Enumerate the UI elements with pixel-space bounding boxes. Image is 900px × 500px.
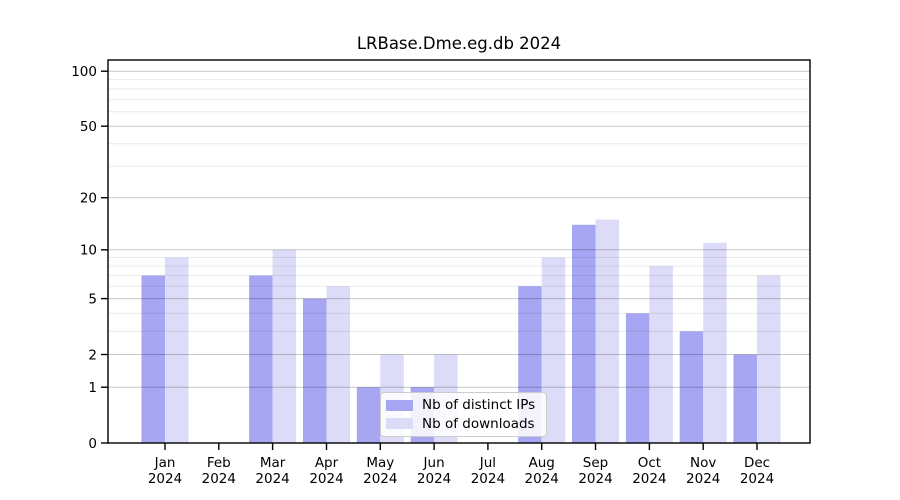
bar-distinct-ips — [356, 387, 381, 443]
x-tick-month-label: Jul — [479, 455, 496, 471]
bar-distinct-ips — [303, 298, 327, 443]
bar-distinct-ips — [625, 313, 650, 443]
bar-downloads — [703, 242, 727, 443]
x-tick-month-label: Nov — [690, 455, 716, 471]
bar-distinct-ips — [733, 354, 757, 443]
y-tick-label: 100 — [71, 64, 97, 80]
y-tick-label: 50 — [80, 119, 97, 135]
y-tick-label: 0 — [88, 436, 97, 452]
x-tick-month-label: Feb — [207, 455, 231, 471]
legend-swatch-distinct-ips — [386, 399, 413, 411]
bar-downloads — [326, 286, 350, 443]
x-tick-month-label: Jan — [154, 455, 176, 471]
y-tick-label: 5 — [88, 291, 97, 307]
bar-downloads — [757, 275, 781, 443]
x-tick-year-label: 2024 — [632, 471, 666, 487]
y-tick-label: 1 — [88, 380, 97, 396]
y-tick-label: 20 — [80, 191, 97, 207]
legend-item-downloads: Nb of downloads — [386, 416, 538, 432]
bar-downloads — [595, 219, 619, 443]
bar-downloads — [541, 257, 566, 443]
x-tick-year-label: 2024 — [578, 471, 612, 487]
x-tick-year-label: 2024 — [525, 471, 559, 487]
bar-downloads — [272, 249, 297, 443]
x-tick-year-label: 2024 — [202, 471, 236, 487]
x-tick-month-label: Dec — [744, 455, 770, 471]
x-tick-year-label: 2024 — [309, 471, 343, 487]
legend-label-downloads: Nb of downloads — [422, 415, 535, 432]
bar-distinct-ips — [141, 275, 165, 443]
x-tick-year-label: 2024 — [255, 471, 289, 487]
bar-downloads — [165, 257, 189, 443]
legend-item-distinct-ips: Nb of distinct IPs — [386, 397, 538, 413]
x-tick-month-label: Aug — [529, 455, 555, 471]
x-tick-year-label: 2024 — [686, 471, 720, 487]
x-tick-month-label: Jun — [423, 455, 445, 471]
x-tick-year-label: 2024 — [148, 471, 182, 487]
x-tick-year-label: 2024 — [740, 471, 774, 487]
chart-legend: Nb of distinct IPs Nb of downloads — [380, 392, 547, 437]
x-tick-month-label: Mar — [260, 455, 286, 471]
x-tick-year-label: 2024 — [417, 471, 451, 487]
y-tick-label: 10 — [80, 243, 97, 259]
bar-distinct-ips — [572, 224, 596, 443]
x-tick-month-label: Oct — [638, 455, 661, 471]
legend-label-distinct-ips: Nb of distinct IPs — [422, 397, 536, 414]
bar-distinct-ips — [679, 331, 704, 443]
y-tick-label: 2 — [88, 347, 97, 363]
x-tick-month-label: Sep — [583, 455, 608, 471]
bar-downloads — [649, 266, 673, 443]
bar-distinct-ips — [249, 275, 273, 443]
x-tick-month-label: May — [366, 455, 394, 471]
x-tick-year-label: 2024 — [363, 471, 397, 487]
x-tick-month-label: Apr — [315, 455, 339, 471]
plot-frame — [107, 59, 811, 444]
legend-swatch-downloads — [386, 418, 413, 430]
x-tick-year-label: 2024 — [471, 471, 505, 487]
chart-title: LRBase.Dme.eg.db 2024 — [356, 34, 562, 53]
